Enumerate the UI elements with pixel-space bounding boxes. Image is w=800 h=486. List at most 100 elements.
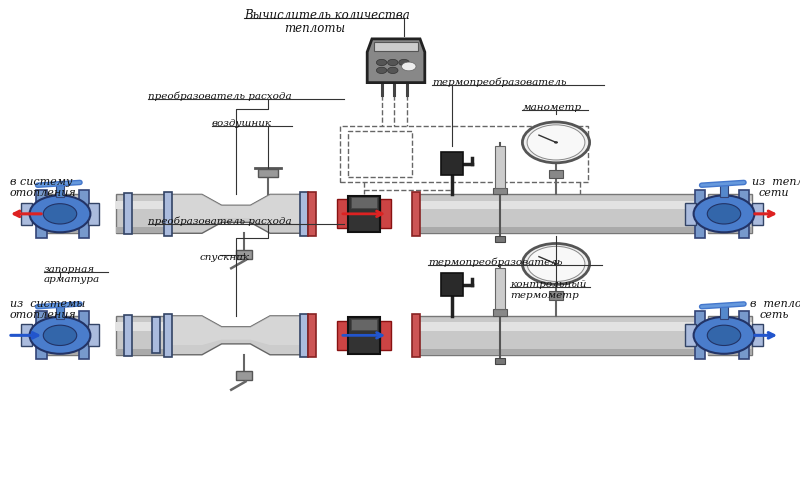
Bar: [258, 169, 278, 177]
Bar: [708, 227, 752, 233]
Bar: [163, 192, 172, 236]
Bar: [495, 268, 505, 309]
Circle shape: [527, 246, 585, 281]
Circle shape: [30, 317, 90, 354]
Bar: [44, 201, 80, 209]
Text: воздушник: воздушник: [212, 120, 272, 128]
Bar: [752, 203, 763, 225]
Bar: [116, 194, 168, 233]
Text: термопреобразователь: термопреобразователь: [432, 78, 566, 87]
Polygon shape: [168, 194, 304, 224]
Bar: [163, 313, 172, 357]
Text: отопления: отопления: [10, 189, 76, 198]
Bar: [304, 349, 312, 355]
Bar: [380, 321, 391, 350]
Circle shape: [694, 317, 754, 354]
Circle shape: [43, 325, 77, 346]
Text: термометр: термометр: [510, 291, 579, 300]
Bar: [21, 203, 32, 225]
Bar: [380, 199, 391, 228]
Bar: [685, 203, 696, 225]
Text: в систему: в систему: [10, 177, 72, 187]
Bar: [88, 203, 99, 225]
Bar: [708, 316, 752, 355]
Circle shape: [522, 122, 590, 163]
Bar: [495, 236, 505, 242]
Bar: [44, 316, 80, 355]
Circle shape: [694, 195, 754, 232]
Bar: [549, 170, 563, 178]
Bar: [44, 227, 80, 233]
Bar: [416, 316, 696, 355]
Bar: [88, 324, 99, 347]
Bar: [493, 309, 507, 316]
Bar: [708, 194, 752, 233]
Text: термопреобразователь: термопреобразователь: [428, 258, 562, 267]
Bar: [708, 322, 752, 330]
Text: Вычислитель количества: Вычислитель количества: [244, 9, 410, 22]
Bar: [412, 192, 421, 236]
Bar: [416, 194, 696, 233]
Bar: [116, 227, 168, 233]
Circle shape: [376, 67, 386, 73]
Bar: [337, 199, 348, 228]
Polygon shape: [168, 316, 304, 355]
Bar: [304, 322, 312, 330]
Circle shape: [707, 325, 741, 346]
Text: сети: сети: [758, 189, 789, 198]
Bar: [348, 195, 380, 232]
Bar: [44, 349, 80, 355]
Bar: [300, 313, 309, 357]
Text: преобразователь расхода: преобразователь расхода: [148, 216, 292, 226]
Bar: [308, 192, 317, 236]
Text: запорная: запорная: [44, 265, 95, 274]
Bar: [116, 316, 168, 355]
Bar: [124, 315, 132, 356]
Text: преобразователь расхода: преобразователь расхода: [148, 91, 292, 101]
Circle shape: [43, 204, 77, 224]
Bar: [348, 131, 412, 177]
Circle shape: [398, 59, 409, 66]
Bar: [304, 194, 312, 233]
Bar: [495, 146, 505, 188]
Bar: [416, 227, 696, 233]
Bar: [152, 317, 160, 353]
Bar: [441, 273, 463, 296]
Bar: [78, 190, 89, 238]
Bar: [78, 311, 89, 360]
Bar: [493, 188, 507, 194]
Bar: [236, 371, 252, 380]
Bar: [340, 126, 588, 182]
Text: из  системы: из системы: [10, 299, 85, 309]
Bar: [374, 42, 418, 51]
Bar: [304, 227, 312, 233]
Bar: [694, 190, 706, 238]
Bar: [416, 201, 696, 209]
Bar: [416, 322, 696, 330]
Bar: [37, 311, 46, 360]
Bar: [441, 152, 463, 175]
Circle shape: [554, 262, 558, 265]
Bar: [720, 184, 728, 197]
Text: из  тепловой: из тепловой: [752, 177, 800, 187]
Bar: [236, 250, 252, 259]
Bar: [708, 349, 752, 355]
Circle shape: [388, 59, 398, 66]
Bar: [304, 201, 312, 209]
Text: арматура: арматура: [44, 275, 100, 284]
Bar: [116, 322, 168, 330]
Bar: [116, 349, 168, 355]
Text: теплоты: теплоты: [284, 22, 345, 35]
Bar: [739, 190, 750, 238]
Bar: [37, 190, 46, 238]
Bar: [694, 311, 706, 360]
Polygon shape: [367, 39, 425, 83]
Bar: [348, 317, 380, 354]
Circle shape: [376, 59, 386, 66]
Bar: [300, 192, 309, 236]
Bar: [752, 324, 763, 347]
Circle shape: [402, 62, 416, 71]
Text: в  тепловую: в тепловую: [750, 299, 800, 309]
Bar: [21, 324, 32, 347]
Bar: [44, 194, 80, 233]
